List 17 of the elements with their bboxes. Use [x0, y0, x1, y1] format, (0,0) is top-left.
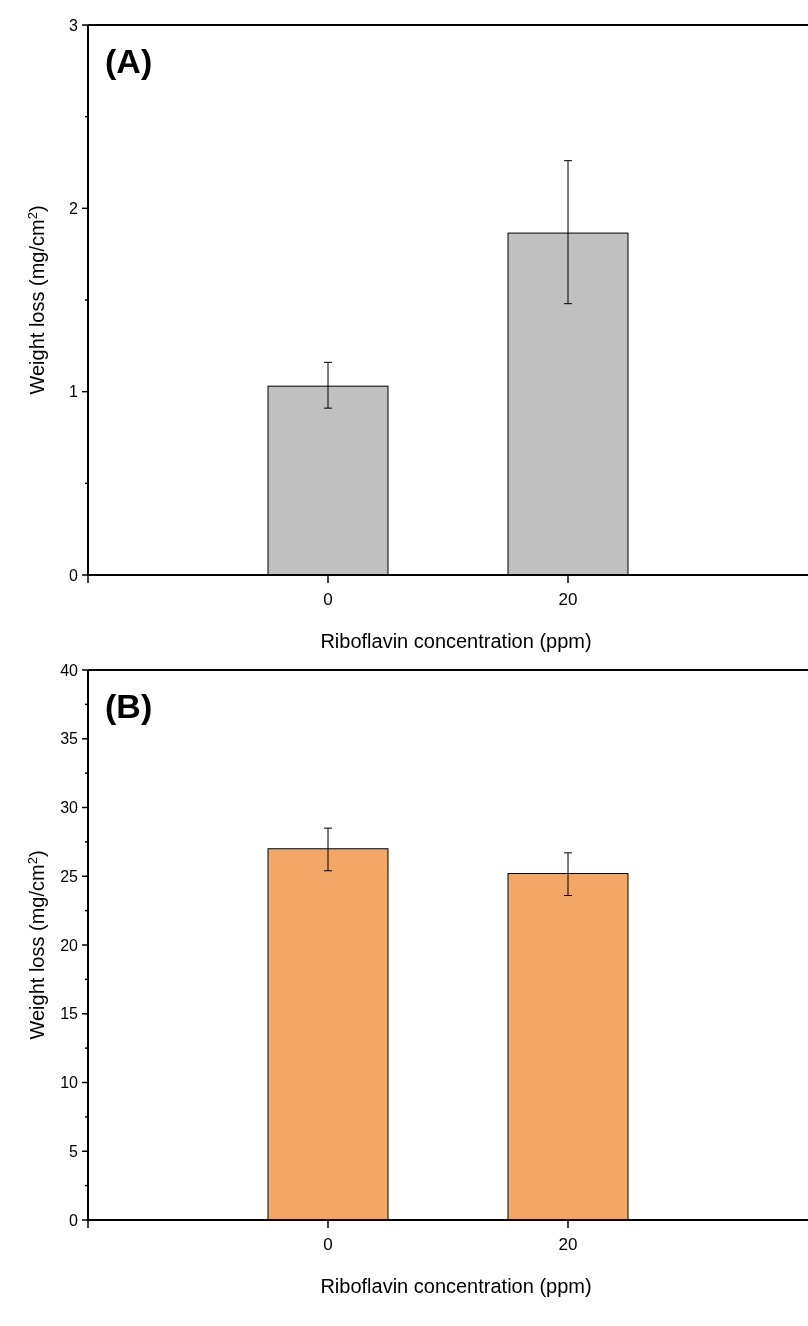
y-tick-label: 15	[60, 1005, 79, 1023]
y-tick-label: 20	[60, 936, 79, 954]
y-tick-label: 3	[69, 16, 79, 34]
y-tick-label: 40	[60, 661, 79, 679]
y-tick-label: 30	[60, 799, 79, 817]
y-tick-label: 25	[60, 867, 79, 885]
y-tick-label: 0	[69, 566, 79, 584]
y-tick-label: 0	[69, 1211, 79, 1229]
y-tick-label: 2	[69, 199, 79, 217]
x-axis-title: Riboflavin concentration (ppm)	[320, 630, 592, 652]
y-tick-label: 10	[60, 1074, 79, 1092]
y-tick-label: 5	[69, 1142, 79, 1160]
text: (B)	[105, 687, 153, 725]
x-axis-title: Riboflavin concentration (ppm)	[320, 1275, 592, 1297]
text: (A)	[105, 42, 153, 80]
y-tick-label: 35	[60, 730, 79, 748]
y-tick-label: 1	[69, 383, 79, 401]
